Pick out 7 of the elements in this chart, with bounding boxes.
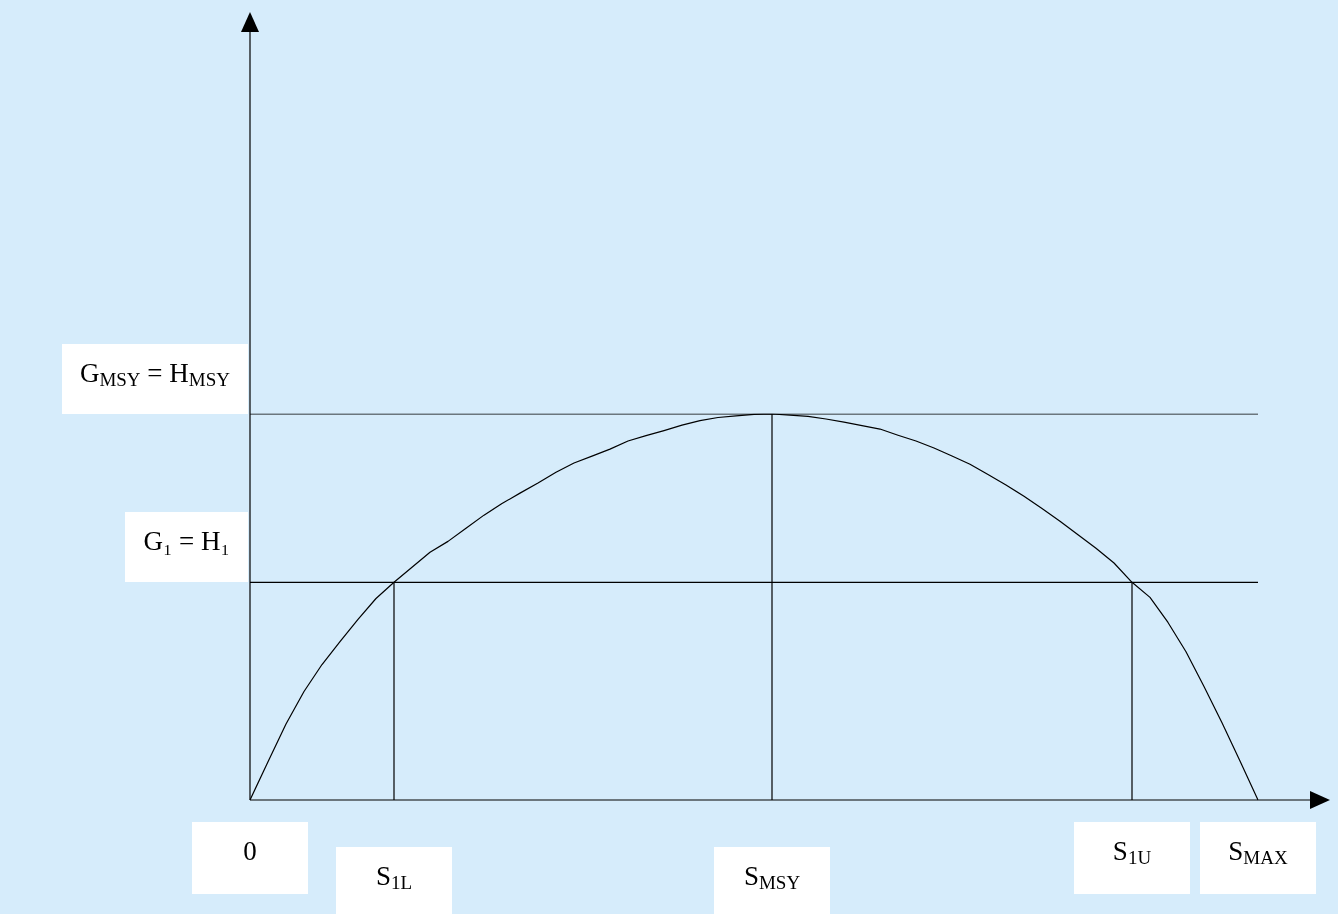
series-label: G₁ = H₁ bbox=[125, 512, 248, 583]
x-tick-label: S$_{1L}$ bbox=[336, 847, 452, 914]
x-tick-label: S$_{MAX}$ bbox=[1200, 822, 1316, 894]
series-label: G$_{MSY}$ = H$_{MSY}$ bbox=[61, 344, 248, 414]
x-tick-label: 0 bbox=[192, 822, 308, 894]
x-tick-label: S$_{1U}$ bbox=[1074, 822, 1190, 894]
x-tick-label: S$_{MSY}$ bbox=[714, 847, 830, 914]
